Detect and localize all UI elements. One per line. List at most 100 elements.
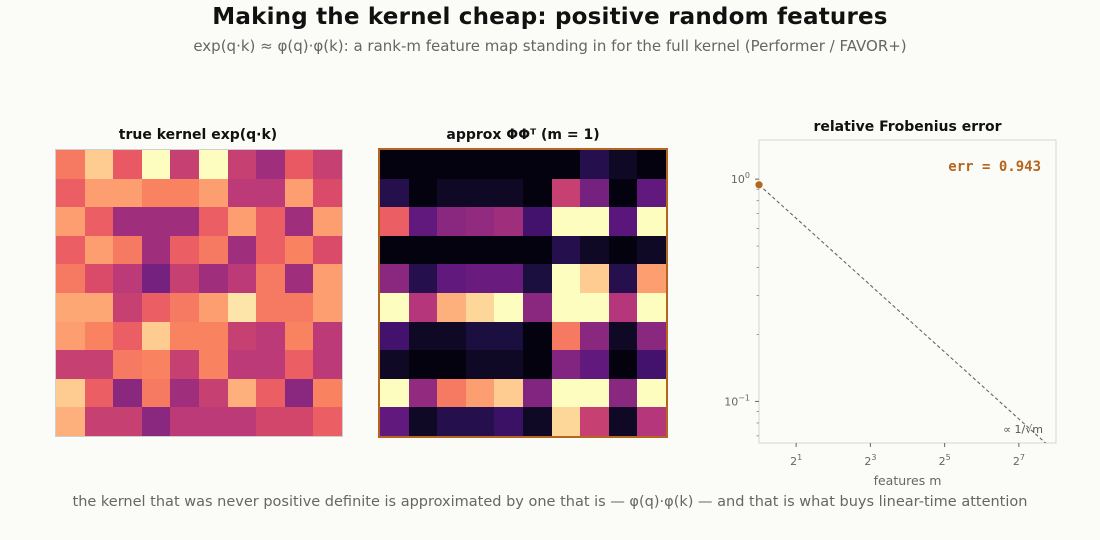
approx-kernel-cell xyxy=(465,350,495,380)
approx-kernel-cell xyxy=(380,207,410,237)
approx-kernel-cell xyxy=(580,378,610,408)
true-kernel-cell xyxy=(227,235,257,265)
approx-kernel-cell xyxy=(380,264,410,294)
approx-kernel-cell xyxy=(437,378,467,408)
approx-kernel-cell xyxy=(580,407,610,437)
true-kernel-cell xyxy=(84,321,114,351)
y-tick-label: 100 xyxy=(731,171,750,186)
approx-kernel-cell xyxy=(523,150,553,180)
approx-kernel-cell xyxy=(408,378,438,408)
approx-kernel-heatmap xyxy=(378,148,668,438)
approx-kernel-cell xyxy=(608,350,638,380)
approx-kernel-cell xyxy=(551,378,581,408)
true-kernel-cell xyxy=(284,264,314,294)
approx-kernel-cell xyxy=(408,350,438,380)
x-tick-label: 21 xyxy=(790,453,802,468)
true-kernel-cell xyxy=(56,378,86,408)
approx-kernel-cell xyxy=(494,264,524,294)
true-kernel-cell xyxy=(56,150,86,180)
x-tick-label: 25 xyxy=(939,453,951,468)
true-kernel-cell xyxy=(84,264,114,294)
true-kernel-cell xyxy=(113,178,143,208)
true-kernel-cell xyxy=(256,178,286,208)
true-kernel-cell xyxy=(227,321,257,351)
approx-kernel-cell xyxy=(408,264,438,294)
reference-line xyxy=(759,184,1047,443)
approx-kernel-cell xyxy=(637,207,667,237)
reference-line-label: ∝ 1/√m xyxy=(1003,423,1043,436)
approx-kernel-cell xyxy=(637,293,667,323)
true-kernel-cell xyxy=(199,378,229,408)
approx-kernel-cell xyxy=(465,293,495,323)
true-kernel-cell xyxy=(284,207,314,237)
true-kernel-cell xyxy=(113,350,143,380)
approx-kernel-cell xyxy=(608,207,638,237)
approx-kernel-cell xyxy=(580,264,610,294)
true-kernel-cell xyxy=(256,378,286,408)
true-kernel-cell xyxy=(313,293,343,323)
approx-kernel-cell xyxy=(637,321,667,351)
true-kernel-cell xyxy=(313,321,343,351)
approx-kernel-cell xyxy=(494,178,524,208)
true-kernel-cell xyxy=(141,264,171,294)
approx-kernel-cell xyxy=(637,178,667,208)
approx-kernel-cell xyxy=(380,178,410,208)
true-kernel-cell xyxy=(84,207,114,237)
approx-kernel-cell xyxy=(580,321,610,351)
true-kernel-cell xyxy=(284,378,314,408)
true-kernel-cell xyxy=(313,150,343,180)
approx-kernel-cell xyxy=(608,321,638,351)
approx-kernel-cell xyxy=(523,207,553,237)
approx-kernel-cell xyxy=(437,235,467,265)
error-plot: 100 10−1 21 23 25 27 features m ∝ 1/√m err = 0.9… xyxy=(724,139,1057,488)
true-kernel-cell xyxy=(141,150,171,180)
approx-kernel-cell xyxy=(494,150,524,180)
approx-kernel-cell xyxy=(523,378,553,408)
true-kernel-cell xyxy=(113,207,143,237)
data-point xyxy=(755,181,763,189)
true-kernel-cell xyxy=(56,207,86,237)
approx-kernel-cell xyxy=(637,264,667,294)
x-tick-label: 27 xyxy=(1013,453,1025,468)
true-kernel-cell xyxy=(256,150,286,180)
approx-kernel-cell xyxy=(408,150,438,180)
approx-kernel-cell xyxy=(494,407,524,437)
approx-kernel-cell xyxy=(551,235,581,265)
approx-kernel-cell xyxy=(580,207,610,237)
true-kernel-cell xyxy=(227,350,257,380)
true-kernel-cell xyxy=(141,407,171,437)
true-kernel-cell xyxy=(141,207,171,237)
approx-kernel-cell xyxy=(523,264,553,294)
approx-kernel-title: approx ΦΦᵀ (m = 1) xyxy=(446,127,600,143)
error-annotation: err = 0.943 xyxy=(948,159,1041,175)
approx-kernel-cell xyxy=(551,293,581,323)
true-kernel-cell xyxy=(170,378,200,408)
caption: the kernel that was never positive defin… xyxy=(72,494,1028,510)
approx-kernel-cell xyxy=(437,293,467,323)
page-subtitle: exp(q·k) ≈ φ(q)·φ(k): a rank-m feature m… xyxy=(193,37,907,55)
page-title: Making the kernel cheap: positive random… xyxy=(212,4,888,30)
true-kernel-cell xyxy=(141,293,171,323)
true-kernel-cell xyxy=(170,235,200,265)
true-kernel-cell xyxy=(313,235,343,265)
true-kernel-heatmap xyxy=(55,149,343,437)
true-kernel-cell xyxy=(313,178,343,208)
true-kernel-cell xyxy=(284,293,314,323)
approx-kernel-cell xyxy=(580,235,610,265)
true-kernel-title: true kernel exp(q·k) xyxy=(118,127,278,143)
true-kernel-cell xyxy=(199,235,229,265)
approx-kernel-cell xyxy=(380,150,410,180)
approx-kernel-cell xyxy=(580,178,610,208)
true-kernel-cell xyxy=(113,378,143,408)
approx-kernel-cell xyxy=(523,293,553,323)
true-kernel-cell xyxy=(284,321,314,351)
approx-kernel-cell xyxy=(465,235,495,265)
true-kernel-cell xyxy=(199,178,229,208)
approx-kernel-cell xyxy=(637,407,667,437)
approx-kernel-cell xyxy=(494,207,524,237)
true-kernel-cell xyxy=(256,293,286,323)
true-kernel-cell xyxy=(313,378,343,408)
true-kernel-cell xyxy=(227,264,257,294)
approx-kernel-cell xyxy=(465,178,495,208)
approx-kernel-cell xyxy=(551,321,581,351)
